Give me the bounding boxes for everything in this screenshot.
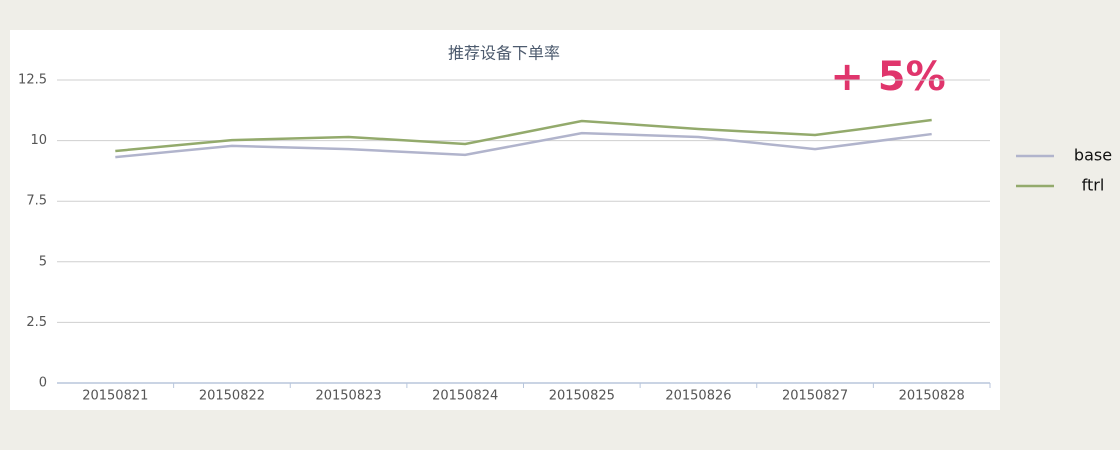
y-tick-label: 12.5 [18, 73, 47, 88]
x-tick-label: 20150828 [899, 389, 965, 404]
y-tick-label: 2.5 [26, 315, 47, 330]
legend-label: base [1074, 146, 1112, 165]
series-line [115, 131, 932, 159]
x-tick-label: 20150822 [199, 389, 265, 404]
y-tick-label: 5 [39, 254, 47, 269]
x-tick-label: 20150821 [82, 389, 148, 404]
chart-panel [10, 30, 1000, 410]
chart-title: 推荐设备下单率 [448, 44, 560, 63]
y-tick-label: 0 [39, 376, 47, 391]
x-tick-label: 20150823 [315, 389, 381, 404]
annotation: + 5% [830, 54, 945, 100]
x-tick-label: 20150825 [549, 389, 615, 404]
x-tick-label: 20150824 [432, 389, 498, 404]
legend-label: ftrl [1082, 176, 1105, 195]
series-line [115, 118, 932, 153]
x-tick-label: 20150827 [782, 389, 848, 404]
y-tick-label: 10 [30, 133, 47, 148]
x-tick-label: 20150826 [665, 389, 731, 404]
y-tick-label: 7.5 [26, 194, 47, 209]
